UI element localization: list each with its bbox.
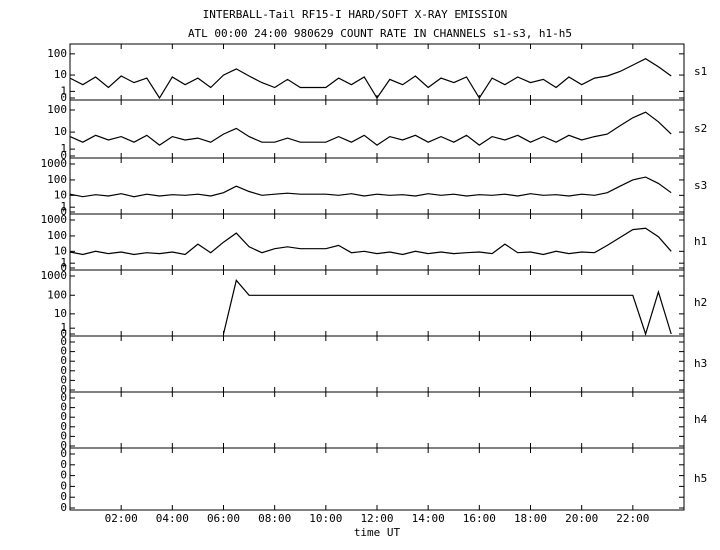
y-tick-label: 0 [60,149,67,162]
y-tick-label: 10 [54,244,67,257]
y-tick-label: 0 [60,501,67,514]
y-tick-label: 1000 [41,269,68,282]
y-tick-label: 1 [60,321,67,334]
y-tick-label: 1 [60,256,67,269]
chart-subtitle: ATL 00:00 24:00 980629 COUNT RATE IN CHA… [188,27,572,40]
channel-label: s2 [694,122,707,135]
y-tick-label: 0 [60,391,67,404]
x-tick-label: 10:00 [309,512,342,525]
x-tick-label: 20:00 [565,512,598,525]
series-line [69,227,672,256]
y-tick-label: 0 [60,345,67,358]
y-tick-label: 0 [60,354,67,367]
y-tick-label: 0 [60,91,67,104]
y-tick-label: 1 [60,84,67,97]
channel-label: s1 [694,65,707,78]
y-tick-label: 0 [60,439,67,452]
channel-label: h5 [694,472,707,485]
x-tick-label: 16:00 [463,512,496,525]
x-tick-label: 02:00 [105,512,138,525]
y-tick-label: 0 [60,383,67,396]
y-tick-label: 0 [60,429,67,442]
y-tick-label: 0 [60,205,67,218]
y-tick-label: 100 [47,229,67,242]
y-tick-label: 0 [60,479,67,492]
y-tick-label: 0 [60,335,67,348]
panel-frame [69,335,685,393]
y-tick-label: 1000 [41,157,68,170]
channel-label: h2 [694,296,707,309]
y-tick-label: 100 [47,288,67,301]
y-tick-label: 0 [60,364,67,377]
y-tick-label: 10 [54,307,67,320]
y-tick-label: 10 [54,188,67,201]
series-line [69,176,672,198]
y-tick-label: 0 [60,458,67,471]
y-tick-label: 0 [60,469,67,482]
y-tick-label: 0 [60,490,67,503]
y-tick-label: 0 [60,410,67,423]
x-tick-label: 08:00 [258,512,291,525]
panel-frame [69,99,685,159]
x-tick-label: 22:00 [616,512,649,525]
y-tick-label: 0 [60,447,67,460]
x-tick-label: 04:00 [156,512,189,525]
x-tick-label: 18:00 [514,512,547,525]
y-tick-label: 100 [47,47,67,60]
panel-frame [69,269,685,337]
y-tick-label: 10 [54,125,67,138]
y-tick-label: 1000 [41,213,68,226]
y-tick-label: 0 [60,261,67,274]
y-tick-label: 100 [47,173,67,186]
y-tick-label: 0 [60,401,67,414]
y-tick-label: 100 [47,103,67,116]
panel-frame [69,157,685,215]
x-axis-label: time UT [354,526,401,539]
series-line [222,279,672,336]
y-tick-label: 0 [60,420,67,433]
panel-frame [69,391,685,449]
channel-label: h3 [694,357,707,370]
y-tick-label: 1 [60,200,67,213]
chart-title: INTERBALL-Tail RF15-I HARD/SOFT X-RAY EM… [203,8,508,21]
x-tick-label: 12:00 [360,512,393,525]
panel-frame [69,447,685,511]
y-tick-label: 1 [60,142,67,155]
y-tick-label: 0 [60,327,67,340]
channel-label: s3 [694,179,707,192]
series-line [69,58,672,100]
x-tick-label: 06:00 [207,512,240,525]
panel-frame [69,43,685,101]
channel-label: h4 [694,413,708,426]
y-tick-label: 0 [60,373,67,386]
x-tick-label: 14:00 [412,512,445,525]
panel-frame [69,213,685,271]
y-tick-label: 10 [54,68,67,81]
channel-label: h1 [694,235,707,248]
series-line [69,111,672,146]
